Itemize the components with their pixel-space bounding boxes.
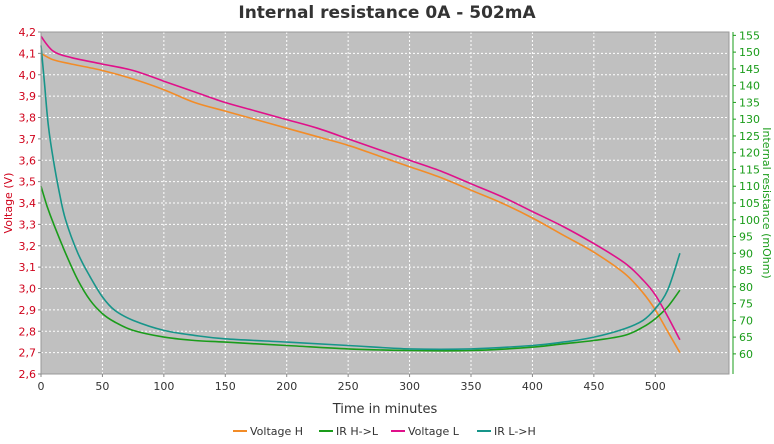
y-right-tick-label: 150 (739, 46, 760, 59)
y-right-tick-label: 60 (739, 348, 753, 361)
y-left-tick-label: 2,8 (19, 325, 37, 338)
y-left-tick-label: 4,1 (19, 47, 37, 60)
y-left-tick-label: 2,7 (19, 347, 37, 360)
legend-label-ir-l-h: IR L->H (494, 425, 536, 438)
y-left-tick-label: 4,2 (19, 26, 37, 39)
x-tick-label: 250 (338, 380, 359, 393)
series-line-voltage-h (40, 52, 681, 354)
y-left-tick-label: 3,1 (19, 261, 37, 274)
tick-labels: 2,6 2,7 2,8 2,9 3,0 3,1 3,2 3,3 3,4 3,5 3,6 3,7 3,8 3… (19, 26, 761, 393)
series-lines (40, 35, 681, 354)
y-left-tick-label: 3,2 (19, 240, 37, 253)
series-line-ir-h-l (40, 185, 681, 352)
y-right-tick-label: 120 (739, 147, 760, 160)
y-left-tick-label: 3,6 (19, 154, 37, 167)
x-tick-label: 150 (215, 380, 236, 393)
y-right-tick-label: 115 (739, 163, 760, 176)
x-tick-label: 400 (522, 380, 543, 393)
x-axis-label: Time in minutes (332, 402, 438, 417)
legend-label-ir-h-l: IR H->L (336, 425, 379, 438)
y-right-tick-label: 155 (739, 29, 760, 42)
x-tick-label: 450 (583, 380, 604, 393)
y-right-tick-label: 105 (739, 197, 760, 210)
y-right-tick-label: 90 (739, 247, 753, 260)
y-right-tick-label: 75 (739, 298, 753, 311)
x-tick-label: 0 (38, 380, 45, 393)
x-tick-label: 50 (95, 380, 109, 393)
y-axis-right-label: Internal resistance (mOhm) (760, 127, 773, 278)
y-left-tick-label: 3,9 (19, 90, 37, 103)
y-right-tick-label: 135 (739, 96, 760, 109)
x-tick-label: 350 (461, 380, 482, 393)
y-right-tick-label: 125 (739, 130, 760, 143)
x-tick-label: 200 (276, 380, 297, 393)
y-left-tick-label: 3,8 (19, 112, 37, 125)
y-left-tick-label: 2,9 (19, 304, 37, 317)
y-right-tick-label: 110 (739, 180, 760, 193)
legend-label-voltage-l: Voltage L (408, 425, 460, 438)
y-left-tick-label: 2,6 (19, 368, 37, 381)
series-line-voltage-l (40, 35, 681, 341)
series-line-ir-l-h (40, 45, 681, 351)
x-tick-label: 100 (153, 380, 174, 393)
y-left-tick-label: 3,3 (19, 218, 37, 231)
y-axis-left-label: Voltage (V) (2, 173, 15, 234)
y-right-tick-label: 80 (739, 281, 753, 294)
y-left-tick-label: 3,7 (19, 133, 37, 146)
y-right-tick-label: 145 (739, 63, 760, 76)
x-tick-label: 300 (399, 380, 420, 393)
y-left-tick-label: 3,4 (19, 197, 37, 210)
y-left-tick-label: 4,0 (19, 69, 37, 82)
y-right-tick-label: 140 (739, 80, 760, 93)
y-left-tick-label: 3,0 (19, 283, 37, 296)
y-right-tick-label: 130 (739, 113, 760, 126)
y-right-tick-label: 85 (739, 264, 753, 277)
legend: Voltage H IR H->L Voltage L IR L->H (233, 425, 536, 438)
chart-title: Internal resistance 0A - 502mA (238, 3, 536, 23)
y-right-tick-label: 95 (739, 231, 753, 244)
y-right-tick-label: 100 (739, 214, 760, 227)
legend-label-voltage-h: Voltage H (250, 425, 303, 438)
y-right-tick-label: 65 (739, 331, 753, 344)
y-right-tick-label: 70 (739, 314, 753, 327)
y-left-tick-label: 3,5 (19, 176, 37, 189)
x-tick-label: 500 (645, 380, 666, 393)
